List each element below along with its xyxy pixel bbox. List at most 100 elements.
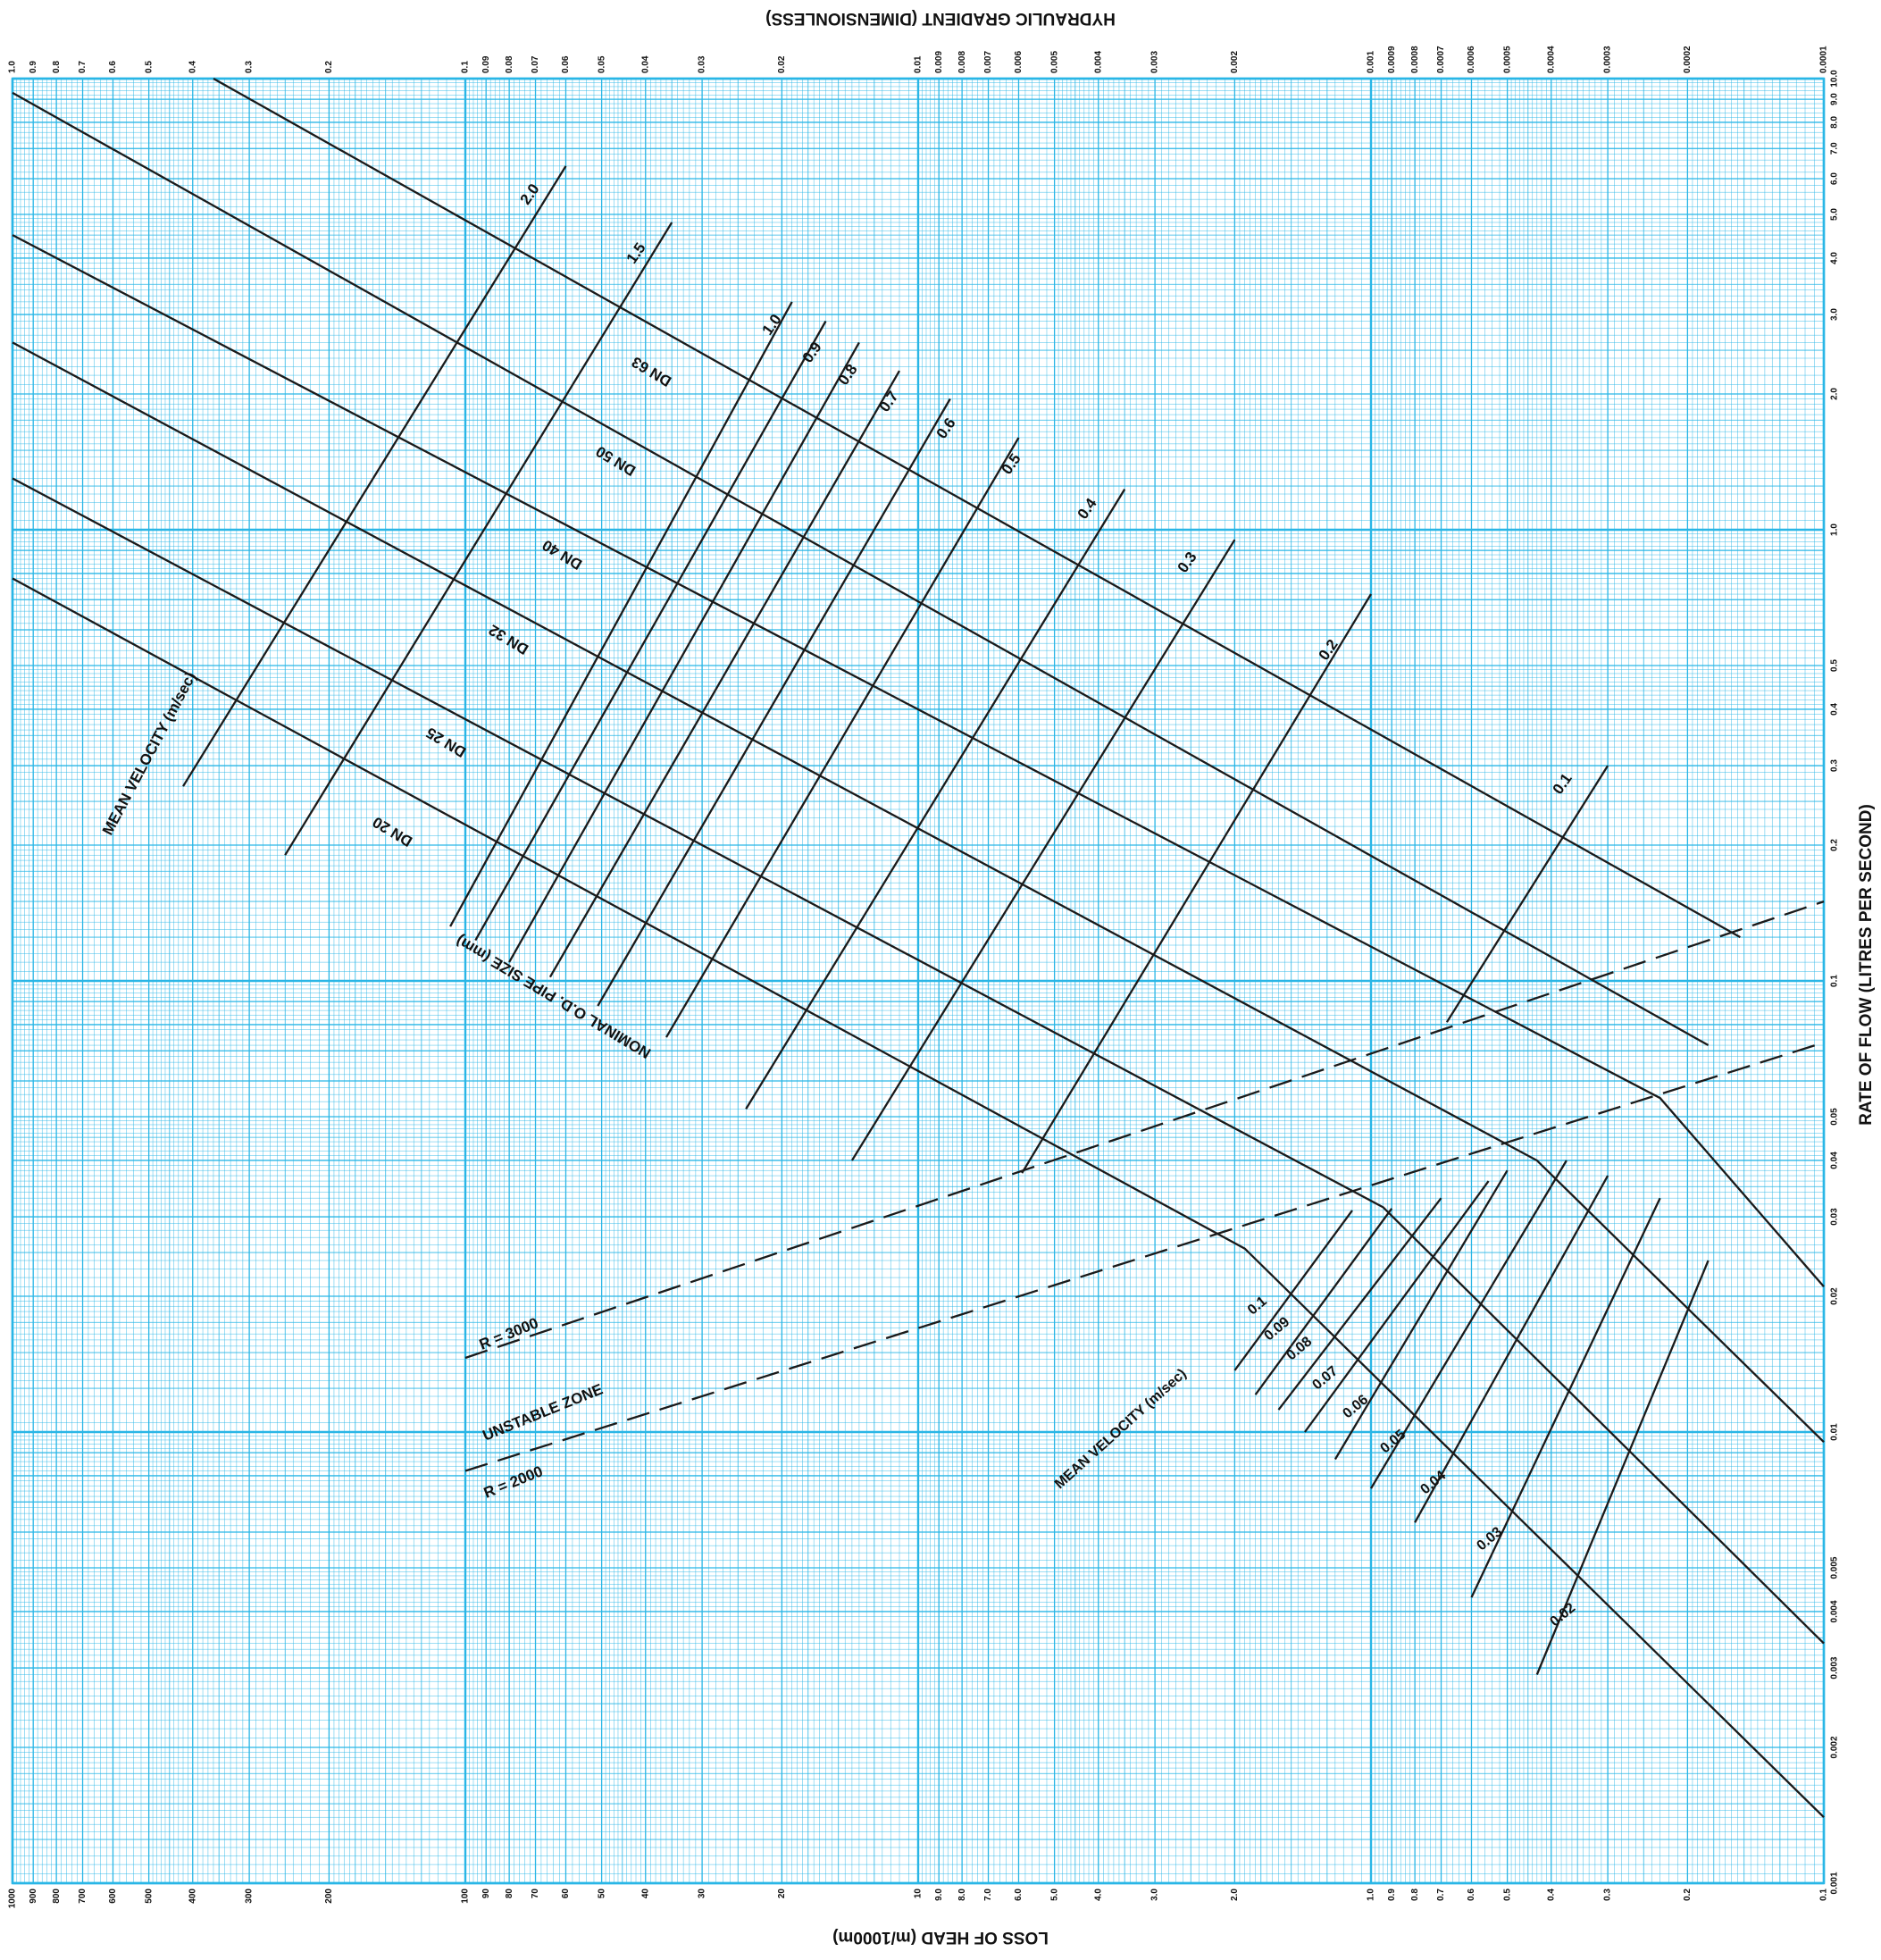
bottom-tick-label: 300 bbox=[245, 1889, 255, 1904]
top-axis-title: HYDRAULIC GRADIENT (DIMENSIONLESS) bbox=[765, 9, 1116, 28]
top-tick-label: 0.0006 bbox=[1467, 46, 1476, 73]
right-tick-label: 5.0 bbox=[1829, 208, 1839, 221]
right-tick-label: 0.001 bbox=[1829, 1872, 1839, 1894]
bottom-tick-label: 8.0 bbox=[957, 1889, 967, 1901]
velocity-line bbox=[449, 301, 793, 927]
bottom-tick-label: 0.7 bbox=[1436, 1889, 1446, 1901]
bottom-tick-label: 800 bbox=[52, 1889, 62, 1904]
right-axis-title: RATE OF FLOW (LITRES PER SECOND) bbox=[1857, 804, 1876, 1126]
top-tick-label: 0.07 bbox=[531, 55, 540, 73]
bottom-tick-label: 9.0 bbox=[934, 1889, 944, 1901]
bottom-tick-label: 0.1 bbox=[1819, 1889, 1829, 1901]
right-tick-label: 0.02 bbox=[1829, 1287, 1839, 1305]
pipe-size-line bbox=[12, 341, 1825, 1444]
top-tick-label: 0.8 bbox=[52, 61, 62, 73]
top-tick-label: 0.006 bbox=[1014, 51, 1024, 73]
bottom-tick-label: 0.6 bbox=[1467, 1889, 1476, 1901]
bottom-tick-label: 40 bbox=[640, 1889, 650, 1899]
right-tick-label: 2.0 bbox=[1829, 388, 1839, 400]
top-tick-label: 0.007 bbox=[983, 51, 993, 73]
low-velocity-line bbox=[1277, 1197, 1442, 1411]
right-tick-label: 7.0 bbox=[1829, 142, 1839, 155]
pipe-size-line bbox=[12, 477, 1825, 1645]
velocity-line bbox=[284, 222, 673, 856]
top-tick-label: 0.3 bbox=[245, 61, 255, 73]
bottom-tick-label: 2.0 bbox=[1230, 1889, 1240, 1901]
top-tick-label: 0.0003 bbox=[1603, 46, 1613, 73]
bottom-tick-label: 500 bbox=[144, 1889, 154, 1904]
velocity-line bbox=[474, 320, 827, 942]
right-tick-label: 0.4 bbox=[1829, 703, 1839, 716]
top-tick-label: 0.2 bbox=[324, 61, 334, 73]
bottom-tick-label: 1000 bbox=[8, 1889, 18, 1909]
bottom-tick-label: 3.0 bbox=[1150, 1889, 1160, 1901]
velocity-line bbox=[508, 341, 860, 963]
bottom-tick-label: 0.2 bbox=[1683, 1889, 1693, 1901]
right-tick-label: 3.0 bbox=[1829, 308, 1839, 321]
top-tick-label: 0.003 bbox=[1150, 51, 1160, 73]
bottom-tick-label: 700 bbox=[78, 1889, 88, 1904]
bottom-axis-title: LOSS OF HEAD (m/1000m) bbox=[832, 1928, 1049, 1947]
bottom-tick-label: 4.0 bbox=[1093, 1889, 1103, 1901]
top-tick-label: 0.09 bbox=[481, 55, 491, 73]
right-tick-label: 0.5 bbox=[1829, 659, 1839, 672]
bottom-tick-label: 10 bbox=[914, 1889, 924, 1899]
velocity-line bbox=[548, 370, 900, 978]
right-tick-label: 0.03 bbox=[1829, 1208, 1839, 1226]
bottom-tick-label: 60 bbox=[561, 1889, 571, 1899]
pipe-size-line bbox=[12, 234, 1825, 1288]
right-tick-label: 0.002 bbox=[1829, 1736, 1839, 1758]
top-tick-label: 0.0009 bbox=[1387, 46, 1397, 73]
right-tick-label: 0.2 bbox=[1829, 839, 1839, 851]
right-tick-label: 8.0 bbox=[1829, 116, 1839, 129]
bottom-tick-label: 90 bbox=[481, 1889, 491, 1899]
bottom-tick-label: 0.3 bbox=[1603, 1889, 1613, 1901]
bottom-tick-label: 30 bbox=[698, 1889, 707, 1899]
top-tick-label: 0.5 bbox=[144, 61, 154, 73]
top-tick-label: 0.03 bbox=[698, 55, 707, 73]
bottom-tick-label: 6.0 bbox=[1014, 1889, 1024, 1901]
top-tick-label: 0.0002 bbox=[1683, 46, 1693, 73]
reynolds-line bbox=[464, 900, 1825, 1360]
velocity-line bbox=[850, 539, 1236, 1161]
velocity-line bbox=[1021, 593, 1372, 1174]
pipe-size-line bbox=[12, 577, 1825, 1819]
low-velocity-line bbox=[1233, 1210, 1353, 1371]
top-tick-label: 0.0001 bbox=[1819, 46, 1829, 73]
right-tick-label: 9.0 bbox=[1829, 93, 1839, 105]
right-tick-label: 6.0 bbox=[1829, 172, 1839, 185]
bottom-tick-label: 100 bbox=[461, 1889, 471, 1904]
bottom-tick-label: 5.0 bbox=[1049, 1889, 1059, 1901]
bottom-tick-label: 0.9 bbox=[1387, 1889, 1397, 1901]
grid-layer bbox=[11, 77, 1826, 1885]
right-tick-label: 0.003 bbox=[1829, 1656, 1839, 1679]
top-tick-label: 0.04 bbox=[640, 55, 650, 73]
bottom-tick-label: 7.0 bbox=[983, 1889, 993, 1901]
velocity-line bbox=[597, 398, 951, 1007]
top-tick-label: 0.008 bbox=[957, 51, 967, 73]
top-tick-label: 0.05 bbox=[597, 55, 606, 73]
top-tick-label: 0.1 bbox=[461, 61, 471, 73]
velocity-line bbox=[745, 489, 1126, 1110]
right-tick-label: 0.05 bbox=[1829, 1108, 1839, 1126]
top-tick-label: 0.001 bbox=[1367, 51, 1376, 73]
right-tick-label: 0.01 bbox=[1829, 1423, 1839, 1441]
bottom-tick-label: 1.0 bbox=[1367, 1889, 1376, 1901]
velocity-line bbox=[1445, 765, 1609, 1023]
top-tick-label: 0.005 bbox=[1049, 51, 1059, 73]
plot-frame bbox=[11, 77, 1826, 1885]
low-velocity-line bbox=[1370, 1160, 1568, 1489]
top-tick-label: 0.0004 bbox=[1546, 46, 1556, 73]
right-tick-label: 10.0 bbox=[1829, 70, 1839, 88]
top-tick-label: 0.002 bbox=[1230, 51, 1240, 73]
top-tick-label: 0.06 bbox=[561, 55, 571, 73]
bottom-tick-label: 20 bbox=[777, 1889, 787, 1899]
right-tick-label: 0.004 bbox=[1829, 1600, 1839, 1622]
top-tick-label: 0.009 bbox=[934, 51, 944, 73]
top-tick-label: 0.0005 bbox=[1502, 46, 1512, 73]
velocity-line bbox=[665, 437, 1020, 1038]
right-tick-label: 0.005 bbox=[1829, 1556, 1839, 1579]
bottom-tick-label: 200 bbox=[324, 1889, 334, 1904]
top-tick-label: 1.0 bbox=[8, 61, 18, 73]
